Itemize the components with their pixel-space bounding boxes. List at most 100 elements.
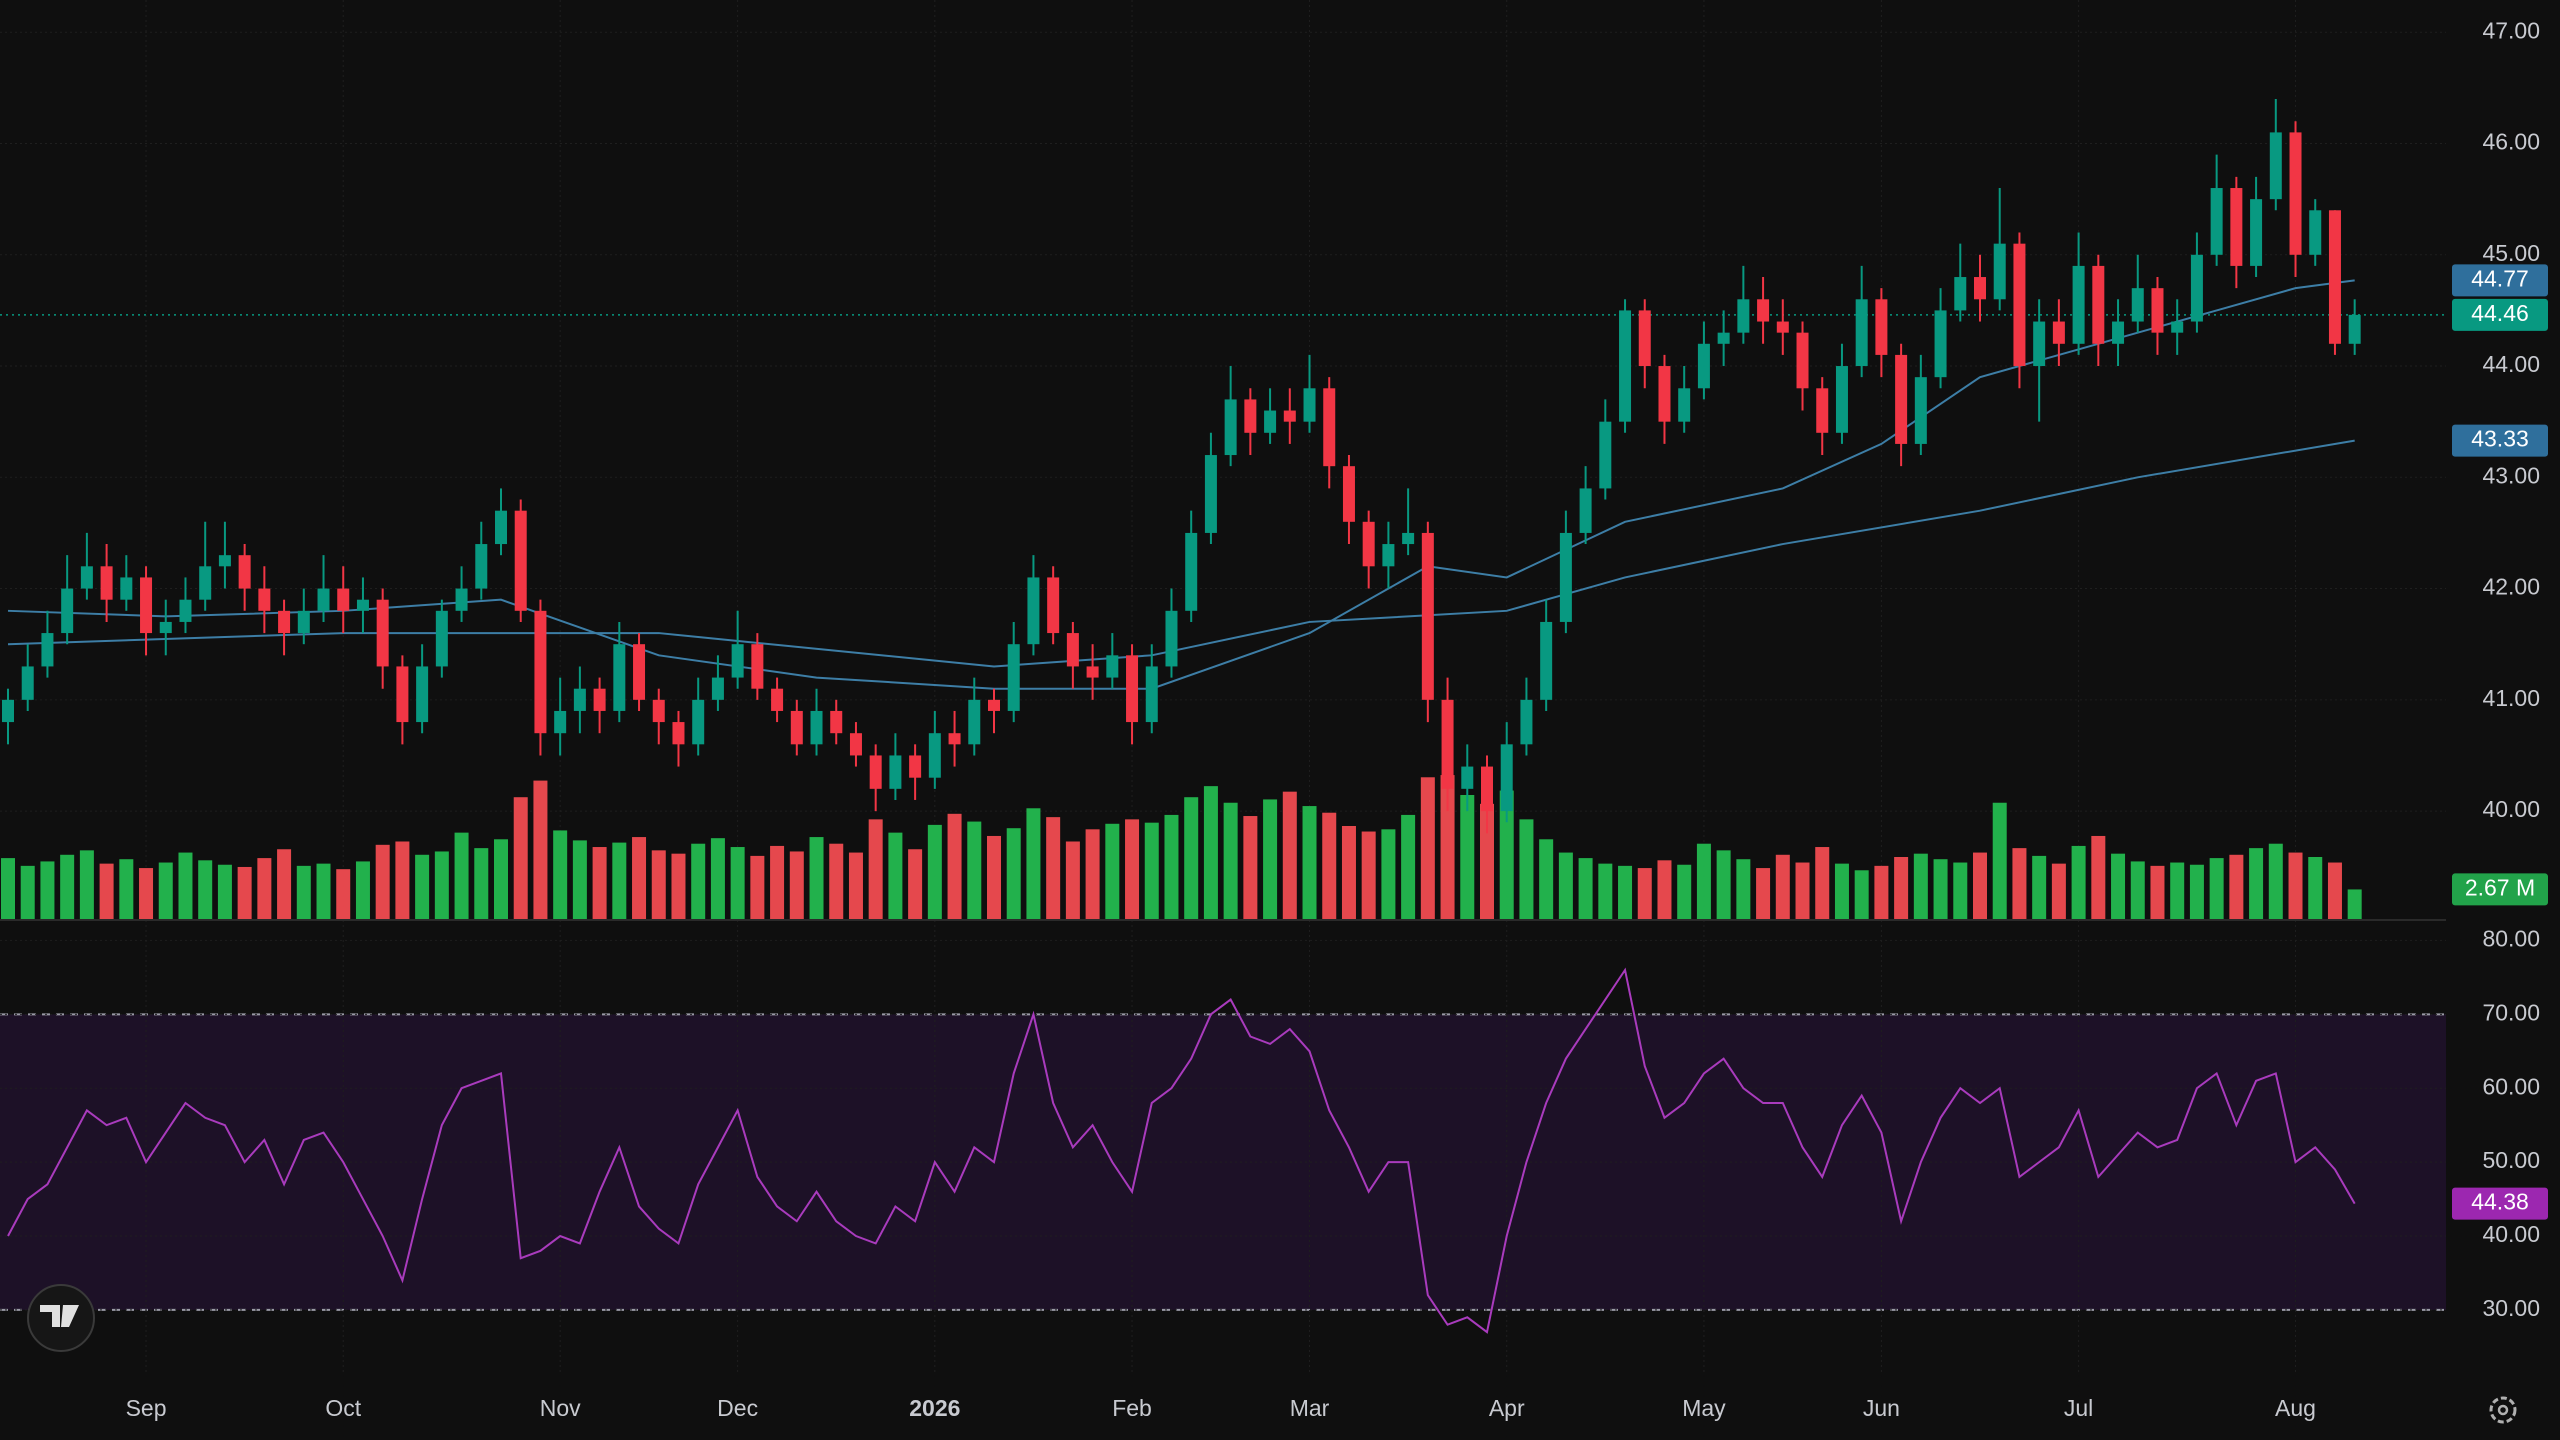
volume-bar	[1795, 862, 1810, 919]
volume-bar	[494, 839, 508, 919]
volume-bar	[1539, 839, 1554, 919]
gear-outer[interactable]	[2489, 1396, 2517, 1424]
y-tick-label: 42.00	[2482, 574, 2540, 600]
volume-bar	[40, 861, 55, 919]
candle-body	[2348, 314, 2361, 344]
volume-bar	[2111, 853, 2126, 919]
candle-body	[751, 644, 764, 689]
candle-body	[1027, 577, 1040, 645]
volume-bar	[1026, 808, 1041, 919]
candle-body	[2210, 188, 2223, 255]
volume-bar	[2347, 889, 2362, 919]
volume-bar	[1105, 823, 1120, 919]
candle-body	[810, 710, 823, 745]
candle-body	[1619, 310, 1632, 422]
candle-body	[1599, 421, 1612, 489]
logo-mark[interactable]	[40, 1305, 79, 1327]
rsi-line	[7, 967, 2356, 1334]
volume-bar	[2170, 862, 2185, 919]
volume-bar	[967, 821, 982, 919]
candle-body	[1579, 488, 1592, 533]
volume-bar	[1756, 868, 1771, 919]
volume-bar	[2189, 864, 2204, 919]
last-price-label-box	[2452, 298, 2548, 331]
volume-bar	[868, 819, 883, 919]
volume-bar	[1263, 799, 1278, 919]
candle-body	[889, 755, 902, 789]
volume-bar	[1322, 812, 1337, 919]
candle-body	[1658, 366, 1671, 422]
candle-body	[1993, 243, 2006, 300]
logo[interactable]	[27, 1284, 95, 1352]
candle-body	[41, 633, 54, 667]
candle-body	[1855, 299, 1868, 367]
gear-inner[interactable]	[2497, 1404, 2509, 1416]
candle-body	[455, 588, 468, 611]
candle-body	[771, 688, 784, 711]
candle-body	[1421, 532, 1434, 700]
candle-body	[2112, 321, 2125, 344]
candle-body	[652, 699, 665, 723]
volume-bar	[2308, 856, 2323, 919]
volume-bar	[1933, 859, 1948, 919]
candle-body	[317, 588, 330, 611]
candle-body	[1461, 766, 1474, 789]
volume-bar	[1085, 829, 1100, 919]
candle-body	[1776, 321, 1789, 333]
volume-bar	[79, 850, 94, 919]
volume-bar	[632, 837, 647, 919]
candle-body	[1757, 299, 1770, 322]
y-tick-label: 46.00	[2482, 129, 2540, 155]
volume-bar	[1341, 825, 1356, 919]
candle-body	[1145, 666, 1158, 723]
candle-body	[1540, 621, 1553, 700]
candle-body	[2190, 254, 2203, 322]
volume-bar	[336, 869, 351, 919]
candle-body	[159, 621, 172, 634]
volume-bar	[375, 844, 390, 919]
volume-bar	[1125, 819, 1140, 919]
volume-bar	[257, 858, 272, 919]
settings-button[interactable]	[2489, 1396, 2517, 1424]
candle-body	[672, 722, 685, 745]
volume-bar	[770, 845, 785, 919]
candle-body	[1816, 388, 1829, 433]
volume-label-box	[2452, 873, 2548, 906]
candle-body	[1106, 655, 1119, 678]
candle-body	[1954, 277, 1967, 311]
rsi-tick-label: 40.00	[2482, 1221, 2540, 1247]
candle-body	[1974, 277, 1986, 300]
volume-bar	[1716, 850, 1731, 919]
volume-bar	[1815, 847, 1830, 919]
candle-body	[61, 588, 74, 634]
candle-body	[869, 755, 882, 789]
x-tick-label: 2026	[909, 1395, 960, 1421]
candle-body	[849, 733, 862, 756]
volume-bar	[1223, 802, 1238, 919]
logo-circle[interactable]	[27, 1284, 95, 1352]
candle-body	[258, 588, 271, 611]
volume-bar	[1164, 814, 1179, 919]
data-layer	[1, 99, 2362, 1334]
rsi-label: 44.38	[2471, 1189, 2529, 1215]
candle-body	[1185, 532, 1198, 611]
volume-bar	[1696, 843, 1711, 919]
x-tick-label: May	[1682, 1395, 1726, 1421]
volume-bar	[1637, 868, 1652, 919]
candle-body	[2328, 210, 2341, 344]
rsi-label-box	[2452, 1187, 2548, 1220]
volume-bar	[1203, 786, 1218, 919]
volume-bar	[99, 863, 114, 919]
volume-bar	[296, 865, 311, 919]
x-tick-label: Nov	[540, 1395, 581, 1421]
candle-body	[2230, 188, 2243, 266]
volume-bar	[1440, 775, 1455, 919]
volume-bar	[1578, 858, 1593, 919]
candle-body	[218, 555, 231, 567]
candle-body	[1402, 532, 1415, 545]
volume-bar	[710, 838, 725, 919]
candle-body	[416, 666, 429, 723]
y-tick-label: 40.00	[2482, 796, 2540, 822]
candle-body	[179, 599, 192, 622]
